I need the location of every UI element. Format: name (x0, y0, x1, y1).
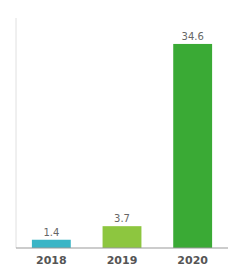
bars (32, 44, 212, 248)
data-label: 3.7 (114, 213, 130, 224)
x-tick-label: 2018 (36, 254, 67, 267)
chart-container: 1.4 3.7 34.6 2018 2019 2020 (0, 0, 238, 278)
bar (173, 44, 212, 248)
x-tick-label: 2019 (107, 254, 138, 267)
bar (32, 240, 71, 248)
data-label: 34.6 (182, 31, 204, 42)
chart: 1.4 3.7 34.6 2018 2019 2020 (0, 0, 238, 278)
x-axis-line (16, 248, 228, 249)
data-label: 1.4 (43, 227, 59, 238)
bar (103, 226, 142, 248)
y-axis-line (16, 18, 17, 248)
x-tick-label: 2020 (177, 254, 208, 267)
